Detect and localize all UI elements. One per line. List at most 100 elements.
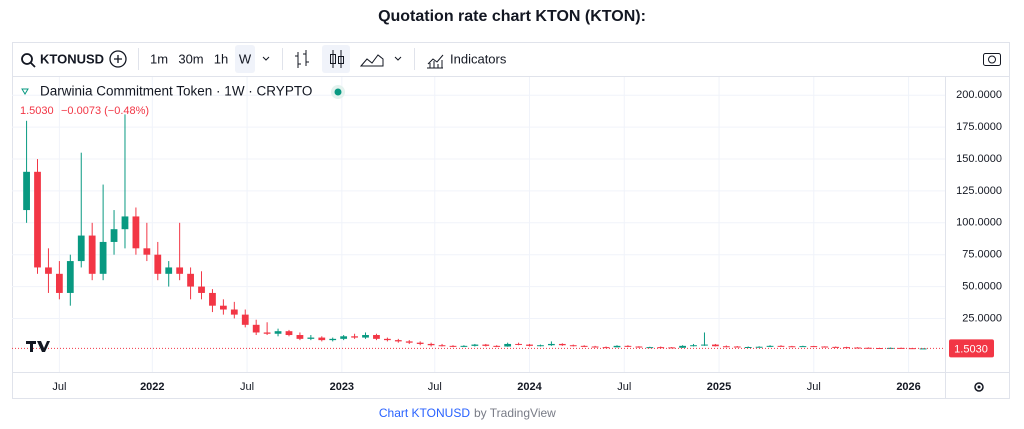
candle-body xyxy=(449,345,457,347)
x-tick-label: 2024 xyxy=(517,381,542,393)
candle-body xyxy=(515,343,522,345)
candle-body xyxy=(569,345,577,347)
settings-icon[interactable] xyxy=(974,382,984,392)
candle-body xyxy=(66,261,74,293)
candle-body xyxy=(340,336,348,339)
candle-body xyxy=(405,341,413,343)
compare-button[interactable] xyxy=(109,50,127,68)
candles-icon xyxy=(330,54,336,64)
interval[interactable]: W xyxy=(239,51,252,66)
candle-body xyxy=(143,248,151,255)
x-tick-label: 2025 xyxy=(707,381,731,393)
candle-body xyxy=(777,345,785,347)
candle-body xyxy=(722,346,730,348)
candle-body xyxy=(34,171,41,268)
candle-body xyxy=(799,346,807,348)
symbol[interactable]: KTONUSD xyxy=(40,51,104,66)
candle-body xyxy=(482,344,490,346)
candle-body xyxy=(99,241,107,274)
y-tick-label: 75.0000 xyxy=(962,249,1002,261)
interval[interactable]: 30m xyxy=(178,51,203,66)
y-tick-label: 200.0000 xyxy=(956,89,1002,101)
candle-body xyxy=(285,331,293,336)
candle-body xyxy=(23,171,30,211)
candles-icon[interactable] xyxy=(332,50,342,68)
candle-body xyxy=(548,343,555,346)
candle-body xyxy=(755,346,763,348)
snapshot-icon[interactable] xyxy=(983,53,1001,66)
candle-body xyxy=(843,347,850,349)
candle-body xyxy=(55,273,63,293)
y-tick-label: 150.0000 xyxy=(956,153,1002,165)
candle-body xyxy=(537,345,544,347)
last-price-tag xyxy=(949,339,994,358)
style-dropdown[interactable] xyxy=(394,56,402,61)
bars-icon[interactable] xyxy=(295,50,309,68)
x-tick-label: 2026 xyxy=(896,381,920,393)
indicators-icon[interactable] xyxy=(427,54,444,69)
candle-body xyxy=(176,267,184,274)
candle-body xyxy=(854,347,861,349)
grid xyxy=(12,77,945,372)
candle-body xyxy=(438,345,446,347)
candle-body xyxy=(712,344,719,347)
candle-body xyxy=(471,344,479,346)
candle-body xyxy=(416,342,424,344)
candle-body xyxy=(307,337,315,339)
candle-body xyxy=(690,345,697,347)
candle-body xyxy=(154,254,162,274)
candle-body xyxy=(865,347,872,349)
search-icon xyxy=(30,62,36,68)
candle-body xyxy=(493,345,501,347)
chart-title: Darwinia Commitment Token · 1W · CRYPTO xyxy=(40,84,312,99)
search-icon[interactable] xyxy=(21,53,33,65)
interval[interactable]: 1m xyxy=(150,51,168,66)
y-tick-label: 50.0000 xyxy=(962,280,1002,292)
footer-suffix: by TradingView xyxy=(474,406,556,420)
candles xyxy=(23,114,927,350)
candle-body xyxy=(558,343,566,346)
candle-body xyxy=(701,344,708,346)
candle-body xyxy=(187,273,194,287)
y-tick-label: 175.0000 xyxy=(956,121,1002,133)
area-icon[interactable] xyxy=(359,54,384,67)
candle-body xyxy=(635,346,643,348)
indicators-button[interactable]: Indicators xyxy=(450,51,507,66)
snapshot-icon xyxy=(988,55,996,64)
candle-body xyxy=(657,347,665,349)
symbol-icon xyxy=(21,88,29,95)
page-title: Quotation rate chart KTON (KTON): xyxy=(378,8,646,25)
candle-body xyxy=(821,346,829,348)
interval[interactable]: 1h xyxy=(214,51,228,66)
interval-active xyxy=(235,45,255,73)
x-tick-label: Jul xyxy=(807,381,821,393)
y-tick-label: 25.0000 xyxy=(962,312,1002,324)
candle-body xyxy=(77,235,85,262)
candle-body xyxy=(45,267,52,274)
x-tick-label: Jul xyxy=(240,381,254,393)
footer-link[interactable]: Chart KTONUSD xyxy=(379,406,470,420)
widget-frame xyxy=(12,42,1010,399)
x-tick-label: 2023 xyxy=(330,381,354,393)
interval-dropdown[interactable] xyxy=(262,56,270,61)
compare-icon xyxy=(114,55,122,63)
candle-body xyxy=(110,229,118,242)
candle-body xyxy=(766,345,774,347)
candle-body xyxy=(351,336,358,338)
candle-body xyxy=(427,343,435,346)
candle-body xyxy=(362,335,369,338)
settings-icon xyxy=(974,382,984,392)
candle-body xyxy=(646,347,654,349)
x-tick-label: Jul xyxy=(428,381,442,393)
candle-body xyxy=(897,347,905,349)
candle-body xyxy=(252,324,260,333)
tradingview-logo[interactable] xyxy=(26,341,50,352)
candle-body xyxy=(613,345,621,348)
candle-body xyxy=(679,345,686,348)
candle-body xyxy=(88,235,96,274)
overlay: 25.0000 50.0000 75.0000 100.0000 125.0000 150… xyxy=(12,89,1002,393)
settings-icon xyxy=(977,385,981,389)
candle-body xyxy=(263,332,271,334)
candle-body xyxy=(526,344,533,346)
